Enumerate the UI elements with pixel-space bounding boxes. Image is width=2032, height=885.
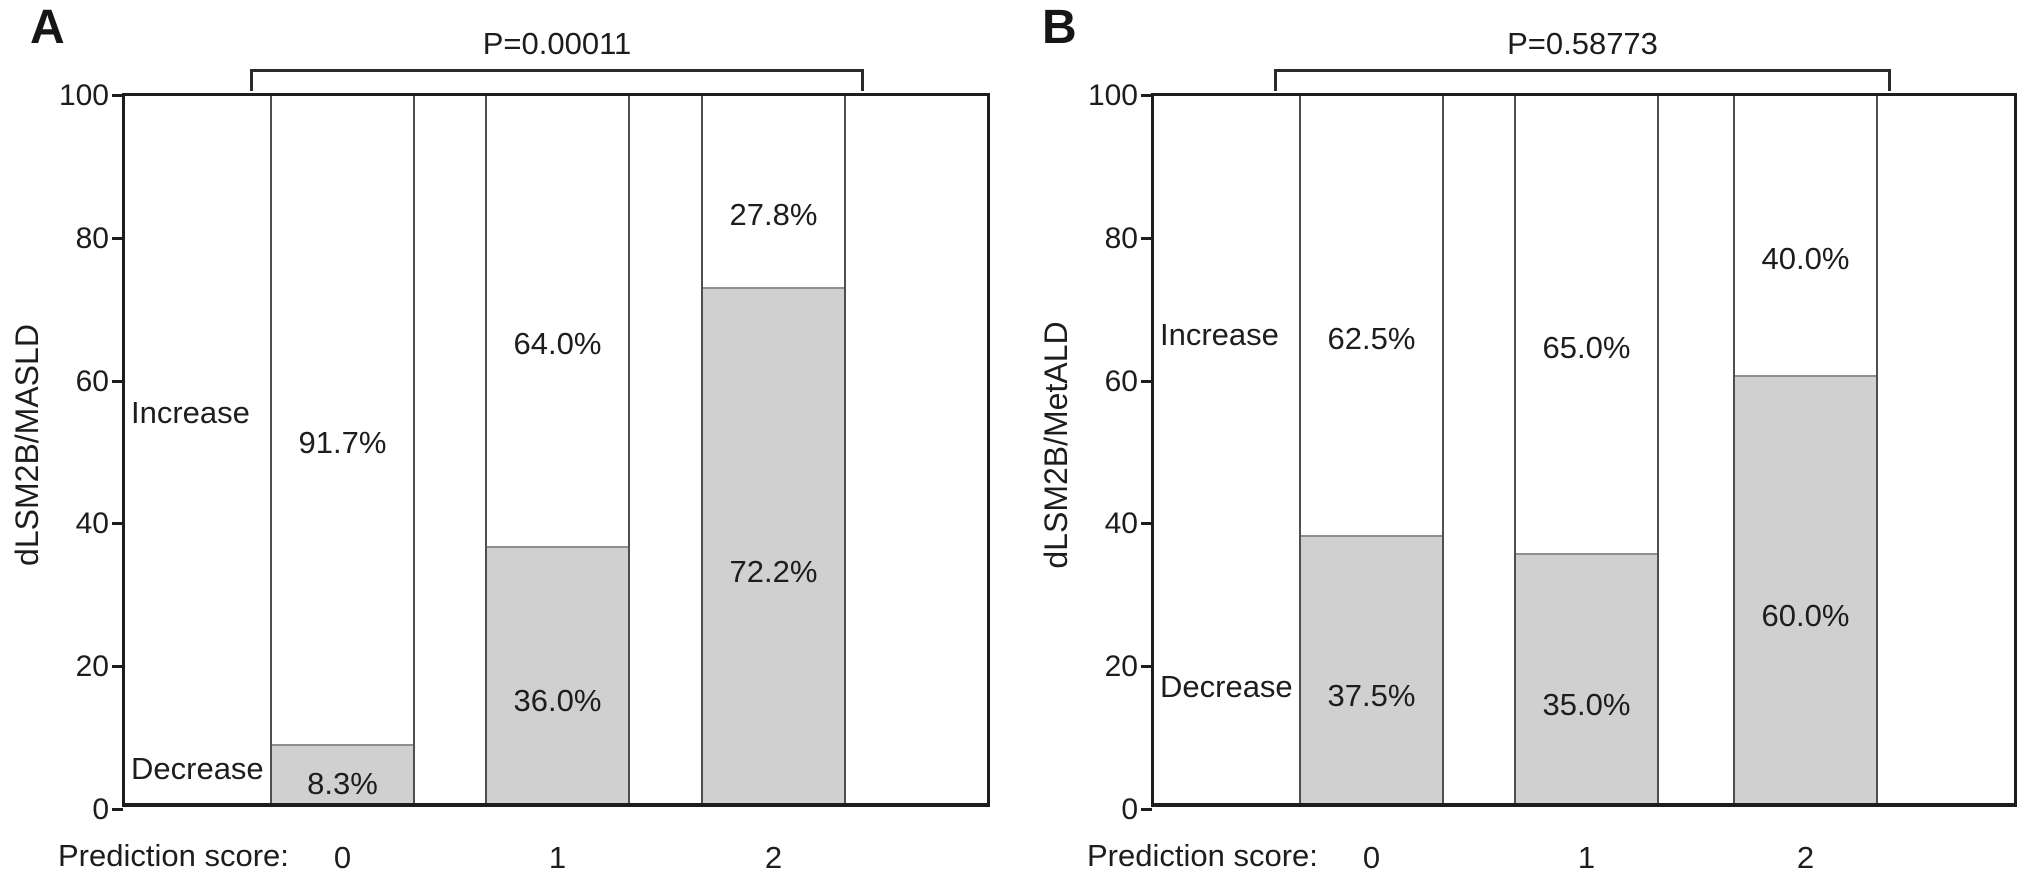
x-tick-label: 2 bbox=[764, 840, 783, 875]
decrease-value-label: 35.0% bbox=[1542, 687, 1631, 722]
bar-decrease-segment bbox=[487, 546, 628, 803]
y-tick-mark bbox=[112, 522, 123, 526]
panel-b-x-axis-caption: Prediction score: bbox=[1087, 838, 1318, 873]
y-tick-label: 0 bbox=[1121, 793, 1138, 826]
x-tick-label: 1 bbox=[548, 840, 567, 875]
panel-a-significance-bracket bbox=[250, 69, 864, 91]
bar-decrease-segment bbox=[1735, 375, 1876, 803]
bar-score-2 bbox=[1733, 96, 1878, 803]
bar-score-1 bbox=[485, 96, 630, 803]
decrease-value-label: 8.3% bbox=[307, 766, 378, 801]
increase-value-label: 62.5% bbox=[1327, 321, 1416, 356]
bar-decrease-segment bbox=[1516, 553, 1657, 803]
y-tick-mark bbox=[1141, 808, 1152, 811]
decrease-series-label: Decrease bbox=[1160, 669, 1293, 704]
decrease-value-label: 36.0% bbox=[513, 683, 602, 718]
y-tick-mark bbox=[112, 94, 123, 97]
increase-value-label: 40.0% bbox=[1761, 241, 1850, 276]
panel-b-significance-bracket bbox=[1274, 69, 1891, 91]
decrease-value-label: 37.5% bbox=[1327, 678, 1416, 713]
panel-a-x-axis-caption: Prediction score: bbox=[58, 838, 289, 873]
bar-score-1 bbox=[1514, 96, 1659, 803]
x-tick-label: 0 bbox=[333, 840, 352, 875]
y-tick-mark bbox=[112, 379, 123, 383]
increase-value-label: 65.0% bbox=[1542, 330, 1631, 365]
decrease-value-label: 72.2% bbox=[729, 554, 818, 589]
panel-b-letter: B bbox=[1042, 1, 1077, 54]
x-tick-label: 0 bbox=[1362, 840, 1381, 875]
y-tick-label: 0 bbox=[92, 793, 109, 826]
y-tick-mark bbox=[1141, 94, 1152, 97]
y-tick-mark bbox=[112, 808, 123, 811]
panel-b-plot-area: 0 20 40 60 80 100 62.5% 37.5% 0 65.0% 35.0% 1 40.0% 6… bbox=[1088, 79, 2017, 875]
panel-b-pvalue-label: P=0.58773 bbox=[1507, 26, 1658, 61]
bar-score-0 bbox=[1299, 96, 1444, 803]
panel-a-plot-area: 0 20 40 60 80 100 91.7% 8.3% 0 64.0% 36.0% 1 27.8% 72… bbox=[59, 79, 990, 875]
y-tick-mark bbox=[112, 236, 123, 240]
increase-value-label: 27.8% bbox=[729, 197, 818, 232]
y-tick-label: 40 bbox=[75, 507, 109, 541]
y-tick-label: 40 bbox=[1104, 507, 1138, 541]
bar-decrease-segment bbox=[272, 744, 413, 803]
y-tick-mark bbox=[1141, 379, 1152, 383]
bar-score-2 bbox=[701, 96, 846, 803]
increase-series-label: Increase bbox=[131, 395, 250, 430]
decrease-series-label: Decrease bbox=[131, 751, 264, 786]
decrease-value-label: 60.0% bbox=[1761, 598, 1850, 633]
y-tick-mark bbox=[1141, 522, 1152, 526]
bar-decrease-segment bbox=[703, 287, 844, 803]
increase-series-label: Increase bbox=[1160, 317, 1279, 352]
x-tick-label: 1 bbox=[1577, 840, 1596, 875]
y-tick-label: 20 bbox=[75, 650, 109, 684]
increase-value-label: 64.0% bbox=[513, 326, 602, 361]
y-tick-mark bbox=[112, 665, 123, 669]
y-tick-label: 60 bbox=[1104, 364, 1138, 398]
increase-value-label: 91.7% bbox=[298, 425, 387, 460]
y-tick-mark bbox=[1141, 236, 1152, 240]
y-tick-mark bbox=[1141, 665, 1152, 669]
y-tick-label: 60 bbox=[75, 364, 109, 398]
y-tick-label: 100 bbox=[1087, 79, 1138, 112]
panel-a-letter: A bbox=[30, 1, 65, 54]
y-tick-label: 80 bbox=[75, 221, 109, 255]
y-tick-label: 100 bbox=[58, 79, 109, 112]
panel-a-pvalue-label: P=0.00011 bbox=[482, 26, 632, 61]
y-tick-label: 80 bbox=[1104, 221, 1138, 255]
bar-decrease-segment bbox=[1301, 535, 1442, 803]
x-tick-label: 2 bbox=[1796, 840, 1815, 875]
bar-score-0 bbox=[270, 96, 415, 803]
y-tick-label: 20 bbox=[1104, 650, 1138, 684]
